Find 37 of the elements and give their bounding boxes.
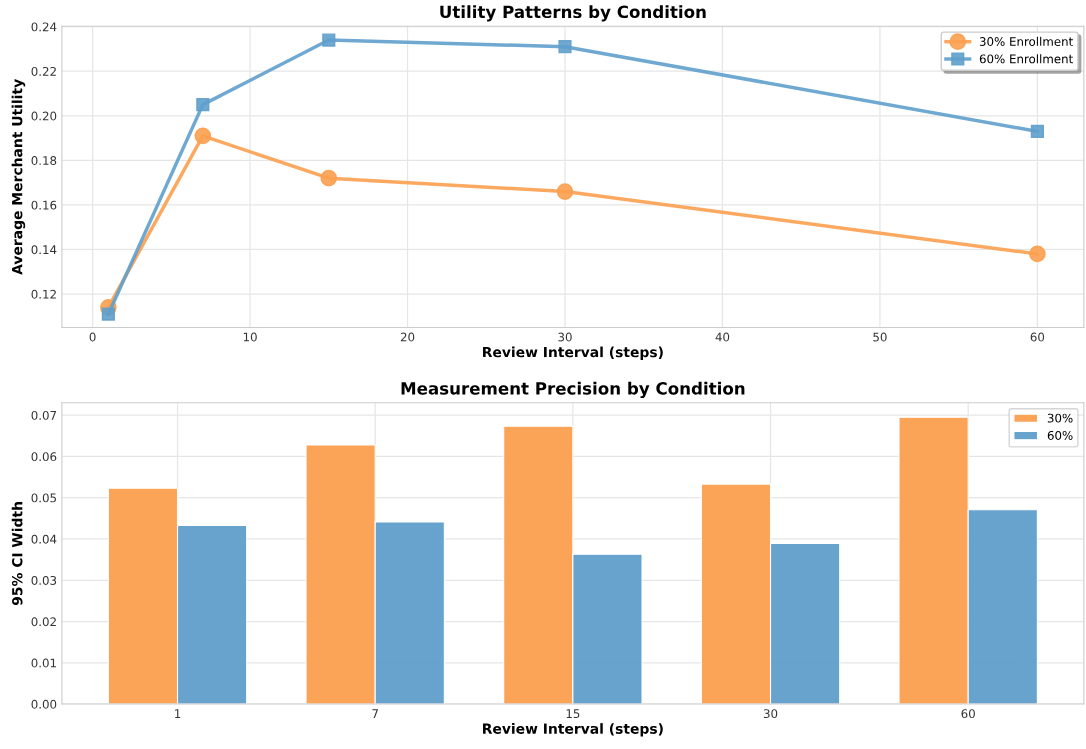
y-tick-label: 0.14: [31, 245, 57, 255]
x-tick-label: 7: [372, 709, 378, 718]
x-axis-title: Review Interval (steps): [483, 346, 663, 360]
y-tick-label: 0.02: [31, 617, 56, 627]
y-axis-title: Average Merchant Utility: [11, 79, 26, 275]
legend-label: 60%: [1047, 430, 1073, 440]
legend-label: 30% Enrollment: [979, 36, 1073, 46]
x-tick-label: 60: [961, 709, 975, 719]
x-tick-label: 60: [1030, 332, 1045, 342]
y-tick-label: 0.01: [31, 658, 56, 668]
x-tick-label: 50: [873, 332, 887, 342]
x-tick-label: 30: [558, 332, 572, 342]
x-tick-label: 1: [175, 709, 181, 718]
y-tick-label: 0.12: [31, 289, 56, 299]
y-tick-label: 0.18: [31, 156, 57, 166]
y-tick-label: 0.22: [31, 66, 56, 76]
y-tick-label: 0.03: [31, 575, 57, 585]
x-tick-label: 0: [89, 332, 96, 342]
legend-label: 60% Enrollment: [979, 54, 1073, 64]
chart-title: Utility Patterns by Condition: [440, 5, 706, 22]
x-tick-label: 30: [763, 709, 778, 719]
y-tick-label: 0.05: [31, 493, 57, 503]
y-tick-label: 0.06: [31, 452, 57, 462]
x-tick-label: 15: [566, 709, 580, 719]
y-tick-label: 0.20: [31, 111, 57, 121]
x-tick-label: 10: [243, 332, 257, 342]
y-axis-title: 95% CI Width: [11, 502, 23, 606]
x-axis-title: Review Interval (steps): [483, 723, 663, 737]
y-tick-label: 0.04: [31, 534, 57, 544]
x-tick-label: 20: [400, 332, 415, 342]
y-tick-label: 0.16: [31, 200, 57, 210]
legend-label: 30%: [1047, 413, 1073, 423]
y-tick-label: 0.24: [31, 22, 57, 32]
x-tick-label: 40: [715, 332, 730, 342]
chart-title: Measurement Precision by Condition: [401, 381, 745, 399]
y-tick-label: 0.07: [31, 410, 57, 420]
y-tick-label: 0.00: [31, 699, 57, 709]
